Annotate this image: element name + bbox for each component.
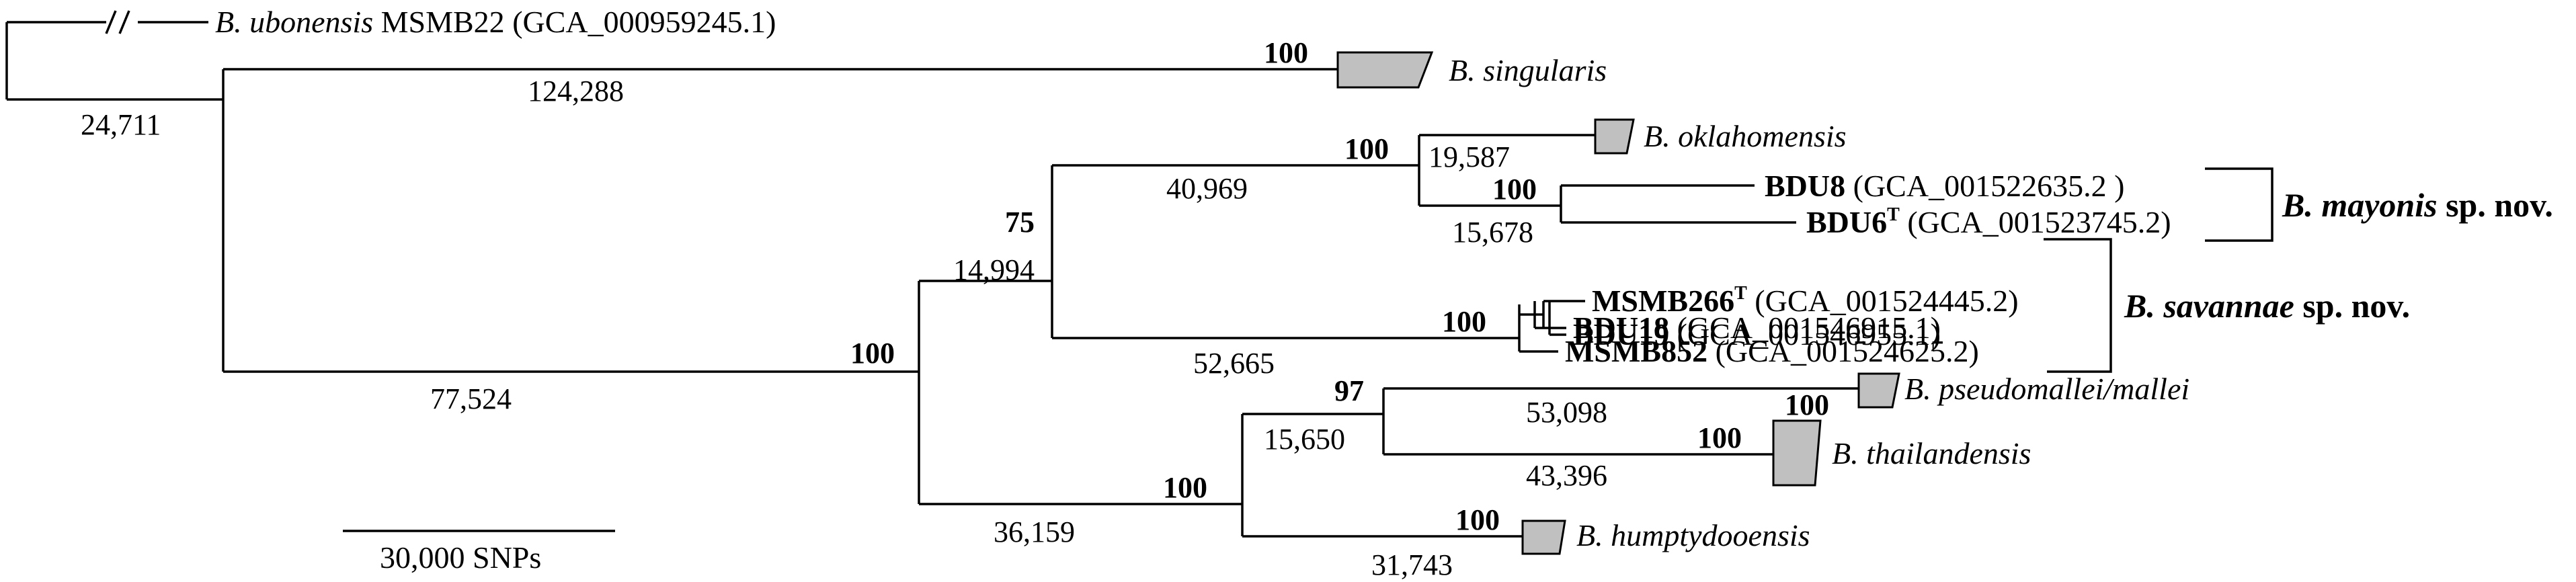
branches — [5, 10, 2273, 538]
taxon-bdu19: BDU19 (GCA_001546955.1) — [1573, 317, 1941, 351]
length-humptydooensis: 31,743 — [1371, 548, 1453, 581]
clade-mayonis: B. mayonis sp. nov. — [2282, 186, 2553, 224]
triangle-pseudomallei — [1857, 372, 1900, 409]
length-pseudomallei: 53,098 — [1526, 396, 1607, 429]
bootstrap-thailandensis: 100 — [1697, 421, 1742, 454]
bootstrap-ingroup: 100 — [850, 337, 895, 370]
clade-names: B. mayonis sp. nov. B. savannae sp. nov. — [2124, 186, 2553, 325]
length-mayonis: 15,678 — [1452, 216, 1533, 249]
savannae-bracket — [2044, 238, 2112, 373]
break-mark — [105, 10, 130, 34]
taxon-pseudomallei: B. pseudomallei/mallei — [1904, 372, 2189, 406]
bootstrap-savannae: 100 — [1442, 305, 1486, 338]
length-root: 24,711 — [81, 108, 161, 141]
taxon-msmb852: MSMB852 (GCA_001524625.2) — [1565, 334, 1979, 368]
taxon-labels: B. ubonensis MSMB22 (GCA_000959245.1) B.… — [215, 5, 2189, 552]
bootstrap-n97: 97 — [1334, 374, 1364, 407]
length-oklahomensis: 19,587 — [1428, 140, 1510, 173]
bootstrap-mayonis: 100 — [1492, 173, 1537, 206]
length-n75: 14,994 — [953, 253, 1035, 286]
clade-savannae: B. savannae sp. nov. — [2124, 287, 2410, 325]
taxon-bdu6: BDU6T (GCA_001523745.2) — [1806, 193, 2171, 239]
branch-lengths: 24,711 124,288 77,524 14,994 40,969 19,5… — [81, 75, 1607, 581]
savannae-top-vertical — [1543, 300, 1585, 335]
triangle-humptydooensis — [1521, 519, 1566, 555]
taxon-ubonensis: B. ubonensis MSMB22 (GCA_000959245.1) — [215, 5, 776, 39]
length-ingroup: 77,524 — [430, 382, 512, 415]
collapsed-clades — [1336, 51, 1900, 555]
taxon-bdu18: BDU18 (GCA_001546915.1) — [1573, 310, 1941, 345]
mayonis-bracket — [2205, 167, 2273, 242]
triangle-thailandensis — [1772, 419, 1822, 487]
bootstrap-lower: 100 — [1163, 471, 1207, 504]
bootstrap-thailandensis-inner: 100 — [1785, 388, 1829, 421]
taxon-singularis: B. singularis — [1449, 53, 1607, 87]
bootstrap-values: 100 75 100 100 100 100 97 100 100 100 10… — [850, 36, 1829, 536]
triangle-oklahomensis — [1594, 118, 1635, 155]
bootstrap-okla-mayonis: 100 — [1344, 132, 1389, 165]
length-thailandensis: 43,396 — [1526, 459, 1607, 492]
length-okla-mayonis: 40,969 — [1166, 172, 1248, 205]
taxon-bdu8: BDU8 (GCA_001522635.2 ) — [1765, 169, 2124, 203]
taxon-oklahomensis: B. oklahomensis — [1644, 119, 1847, 153]
length-singularis: 124,288 — [528, 75, 624, 108]
length-n97: 15,650 — [1264, 423, 1345, 456]
triangle-singularis — [1336, 51, 1434, 89]
length-savannae: 52,665 — [1193, 347, 1275, 380]
scale-bar-label: 30,000 SNPs — [380, 540, 541, 575]
bootstrap-n75: 75 — [1005, 206, 1035, 239]
bootstrap-humptydooensis: 100 — [1455, 503, 1500, 536]
length-lower: 36,159 — [994, 515, 1075, 548]
bootstrap-singularis: 100 — [1264, 36, 1308, 69]
taxon-humptydooensis: B. humptydooensis — [1576, 518, 1810, 552]
taxon-msmb266: MSMB266T (GCA_001524445.2) — [1592, 272, 2019, 318]
taxon-thailandensis: B. thailandensis — [1832, 436, 2031, 470]
